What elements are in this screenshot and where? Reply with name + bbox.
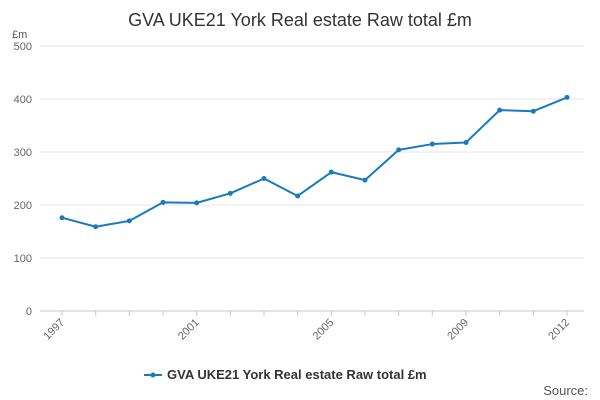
data-point [227,190,233,196]
x-tick-label: 1997 [41,317,67,343]
y-tick-label: 300 [14,147,32,159]
x-tick-label: 2009 [445,317,471,343]
chart-title: GVA UKE21 York Real estate Raw total £m [128,10,472,30]
data-point [295,193,301,199]
data-point [530,108,536,114]
data-point [463,139,469,145]
series-line [61,96,568,228]
data-point [93,224,99,230]
legend-label[interactable]: GVA UKE21 York Real estate Raw total £m [167,367,427,382]
y-axis-tick-labels: 0 100 200 300 400 500 [14,41,32,318]
data-point [362,177,368,183]
data-point [261,176,267,181]
x-tick-label: 2005 [311,317,337,343]
legend[interactable]: GVA UKE21 York Real estate Raw total £m [144,367,427,382]
data-point [126,218,132,224]
data-point [497,107,503,113]
source-label: Source: [543,383,588,398]
x-tick-label: 2001 [176,317,202,343]
y-tick-label: 200 [14,200,32,212]
gridlines [40,45,584,312]
y-tick-label: 100 [14,253,32,265]
x-axis: 1997 2001 2005 2009 2012 [41,311,572,342]
y-tick-label: 500 [14,41,32,53]
data-point [564,94,570,100]
y-axis-unit-label: £m [12,29,27,41]
data-point [328,169,334,175]
data-point [429,141,435,147]
data-point [194,200,200,206]
data-point [160,199,166,205]
y-tick-label: 0 [26,306,32,318]
y-tick-label: 400 [14,94,32,106]
x-tick-label: 2012 [546,317,572,343]
data-point [396,147,402,153]
legend-point-symbol [150,372,156,378]
data-point [59,215,65,221]
series-layer [59,94,570,230]
